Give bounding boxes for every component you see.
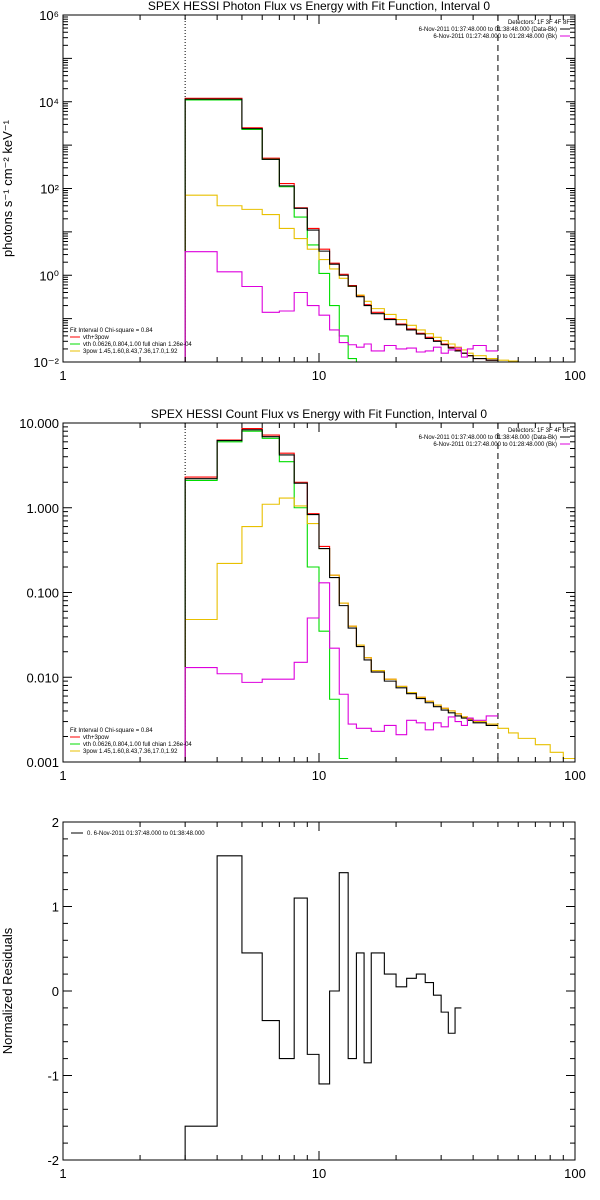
fit-legend-entry: vth 0.0626,0.804,1.00 full chian 1.26e-0… — [83, 742, 192, 748]
x-tick-label: 100 — [564, 368, 586, 383]
legend-entry: 6-Nov-2011 01:27:48.000 to 01:28:48.000 … — [433, 34, 557, 40]
plot-frame — [62, 821, 576, 1161]
y-tick-label: 10⁶ — [39, 8, 59, 23]
chart-title: SPEX HESSI Photon Flux vs Energy with Fi… — [148, 0, 490, 13]
series-line — [184, 430, 349, 762]
series-line — [184, 97, 498, 362]
x-tick-label: 10 — [312, 768, 326, 783]
series-line — [184, 429, 498, 762]
fit-legend-entry: 3pow 1.45,1.60,8.43,7.36,17.0,1.92 — [83, 749, 178, 755]
y-tick-label: -1 — [47, 1069, 59, 1084]
legend-header: Detectors: 1F 3F 4F 8F — [508, 20, 570, 26]
y-tick-label: 0.100 — [26, 586, 59, 601]
legend-header: Detectors: 1F 3F 4F 8F — [508, 428, 570, 434]
y-tick-label: 10² — [40, 182, 59, 197]
x-tick-label: 1 — [59, 368, 66, 383]
series-line — [184, 98, 498, 362]
y-axis-label: Normalized Residuals — [0, 927, 15, 1054]
legend-entry: 6-Nov-2011 01:27:48.000 to 01:28:48.000 … — [433, 442, 557, 448]
series-line — [184, 855, 462, 1160]
y-tick-label: 1.000 — [26, 501, 59, 516]
x-tick-label: 10 — [312, 368, 326, 383]
y-tick-label: 10.000 — [19, 416, 59, 431]
fit-legend-header: Fit Interval 0 Chi-square = 0.84 — [70, 328, 153, 334]
fit-legend-entry: vth 0.0626,0.804,1.00 full chian 1.26e-0… — [83, 342, 192, 348]
series-line — [184, 497, 575, 762]
fit-legend-entry: 3pow 1.45,1.60,8.43,7.36,17.0,1.92 — [83, 349, 178, 355]
fit-legend-entry: vth+3pow — [83, 735, 110, 741]
y-tick-label: 0.010 — [26, 670, 59, 685]
y-axis-label: photons s⁻¹ cm⁻² keV⁻¹ — [0, 119, 15, 257]
fit-legend-header: Fit Interval 0 Chi-square = 0.84 — [70, 728, 153, 734]
y-tick-label: -2 — [47, 1153, 59, 1168]
series-line — [184, 251, 498, 362]
x-tick-label: 10 — [312, 1166, 326, 1181]
y-tick-label: 0 — [52, 984, 59, 999]
x-tick-label: 1 — [59, 1166, 66, 1181]
y-tick-label: 10⁴ — [39, 95, 59, 110]
x-tick-label: 100 — [564, 768, 586, 783]
legend-entry: 6-Nov-2011 01:37:48.000 to 01:38:48.000 … — [419, 435, 557, 441]
x-tick-label: 1 — [59, 768, 66, 783]
y-tick-label: 1 — [52, 900, 59, 915]
series-line — [184, 194, 536, 363]
fit-legend-entry: vth+3pow — [83, 335, 110, 341]
y-tick-label: 0.001 — [26, 755, 59, 770]
y-tick-label: 10⁻² — [33, 355, 59, 370]
y-tick-label: 10⁰ — [39, 268, 59, 283]
series-line — [184, 99, 365, 363]
series-line — [184, 582, 498, 762]
series-line — [184, 428, 498, 762]
residuals-legend-entry: 0. 6-Nov-2011 01:37:48.000 to 01:38:48.0… — [87, 831, 205, 837]
x-tick-label: 100 — [564, 1166, 586, 1181]
chart-title: SPEX HESSI Count Flux vs Energy with Fit… — [151, 407, 487, 421]
legend-entry: 6-Nov-2011 01:37:48.000 to 01:38:48.000 … — [419, 27, 557, 33]
y-tick-label: 2 — [52, 815, 59, 830]
